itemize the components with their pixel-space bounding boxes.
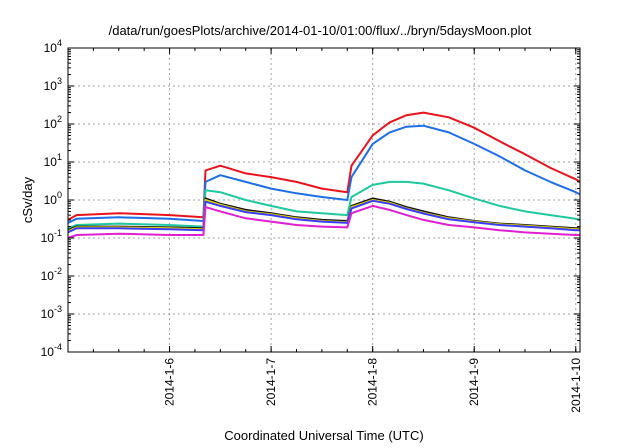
y-tick-label: 101 [44, 152, 62, 169]
y-axis-title: cSv/day [20, 176, 35, 223]
x-tick-label: 2014-1-8 [366, 358, 380, 406]
y-tick-label: 10-1 [41, 228, 62, 245]
x-axis-title: Coordinated Universal Time (UTC) [224, 428, 423, 443]
y-tick-exponent: -3 [54, 304, 62, 314]
y-tick-label: 103 [44, 76, 62, 93]
y-tick-label: 102 [44, 114, 62, 131]
y-tick-exponent: -2 [54, 266, 62, 276]
chart-title: /data/run/goesPlots/archive/2014-01-10/0… [109, 23, 532, 38]
y-tick-base: 10 [41, 307, 55, 321]
x-tick-label: 2014-1-7 [264, 358, 278, 406]
y-tick-base: 10 [44, 117, 58, 131]
y-tick-base: 10 [44, 193, 58, 207]
x-tick-label: 2014-1-10 [569, 358, 583, 413]
y-tick-base: 10 [41, 269, 55, 283]
y-tick-base: 10 [44, 155, 58, 169]
y-tick-label: 10-3 [41, 304, 62, 321]
y-tick-base: 10 [44, 79, 58, 93]
y-tick-base: 10 [41, 345, 55, 359]
y-tick-exponent: 3 [57, 76, 62, 86]
x-tick-label: 2014-1-9 [467, 358, 481, 406]
y-tick-exponent: 1 [57, 152, 62, 162]
series-line-7 [67, 204, 580, 239]
series-line-3 [67, 180, 581, 230]
y-tick-label: 10-2 [41, 266, 62, 283]
series-group [67, 111, 581, 239]
series-line-1 [67, 111, 581, 221]
y-tick-exponent: -4 [54, 342, 62, 352]
y-tick-exponent: 2 [57, 114, 62, 124]
y-tick-label: 100 [44, 190, 62, 207]
series-line-6 [67, 199, 580, 234]
y-tick-label: 10-4 [41, 342, 62, 359]
y-tick-label: 104 [44, 38, 62, 55]
y-tick-exponent: 0 [57, 190, 62, 200]
series-line-2 [67, 124, 581, 224]
y-tick-base: 10 [44, 41, 58, 55]
grid [68, 48, 580, 352]
y-tick-exponent: 4 [57, 38, 62, 48]
y-tick-exponent: -1 [54, 228, 62, 238]
x-axis: 2014-1-6 2014-1-7 2014-1-8 2014-1-9 2014-1-1… [92, 48, 583, 413]
x-tick-label: 2014-1-6 [163, 358, 177, 406]
y-tick-base: 10 [41, 231, 55, 245]
